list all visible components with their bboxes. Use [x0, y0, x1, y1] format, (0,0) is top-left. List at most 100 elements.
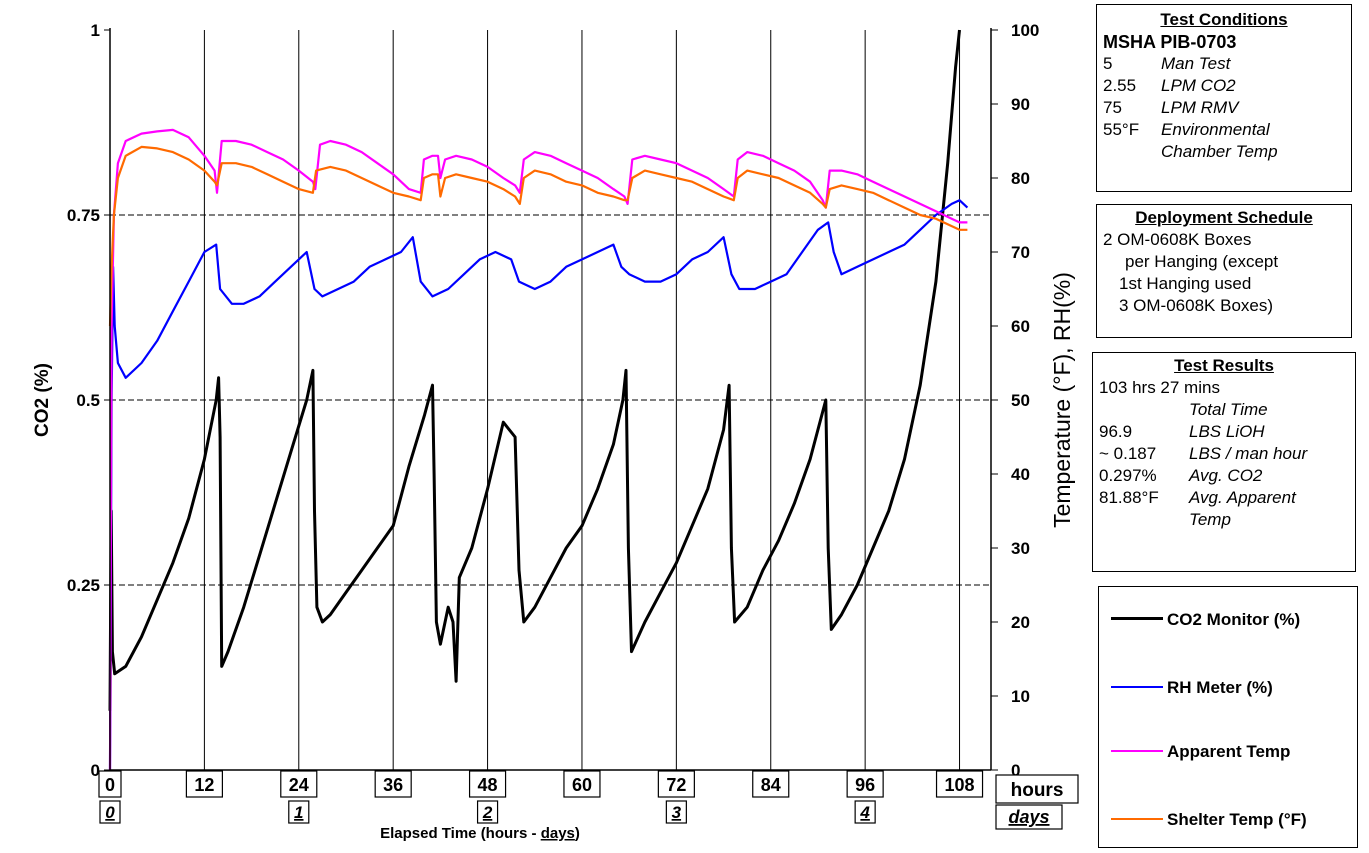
condition-label: Man Test	[1161, 54, 1231, 73]
legend-label: CO2 Monitor (%)	[1167, 610, 1301, 629]
y-right-tick-label: 0	[1011, 761, 1020, 780]
condition-value: 5	[1103, 54, 1113, 73]
deployment-line: 2 OM-0608K Boxes	[1103, 230, 1252, 249]
legend-item-rh: RH Meter (%)	[1111, 677, 1273, 699]
x-tick-label: 12	[194, 775, 214, 795]
series-line-1	[108, 29, 961, 711]
legend-swatch	[1111, 685, 1163, 688]
condition-label: Chamber Temp	[1161, 142, 1278, 161]
x-axis-title-days: days	[541, 825, 575, 842]
condition-value: 55°F	[1103, 120, 1140, 139]
x-tick-box	[752, 770, 790, 798]
condition-row: 55°F Environmental	[1103, 119, 1345, 141]
y-left-tick-label: 0.75	[67, 206, 100, 225]
result-value: 0.297%	[1099, 466, 1157, 485]
legend-item-shelter: Shelter Temp (°F)	[1111, 809, 1307, 831]
deployment-line: 3 OM-0608K Boxes)	[1119, 296, 1274, 315]
test-conditions-title: Test Conditions	[1160, 10, 1288, 29]
result-label: LBS LiOH	[1189, 422, 1265, 441]
deployment-schedule-panel: Deployment Schedule 2 OM-0608K Boxes per…	[1096, 204, 1352, 338]
y-right-tick-label: 70	[1011, 243, 1030, 262]
deployment-line: 1st Hanging used	[1119, 274, 1252, 293]
result-row: 0.297% Avg. CO2	[1099, 465, 1349, 487]
y-right-tick-label: 100	[1011, 21, 1039, 40]
condition-row: 2.55 LPM CO2	[1103, 75, 1345, 97]
condition-row: 75 LPM RMV	[1103, 97, 1345, 119]
day-tick-label: 2	[482, 803, 493, 822]
x-tick-box	[657, 770, 695, 798]
result-label: Avg. CO2	[1189, 466, 1263, 485]
x-tick-label: 108	[945, 775, 975, 795]
series-line-2	[108, 199, 969, 771]
condition-row: 5 Man Test	[1103, 53, 1345, 75]
x-tick-box	[185, 770, 223, 798]
x-tick-label: 72	[666, 775, 686, 795]
test-conditions-subtitle: MSHA PIB-0703	[1103, 32, 1237, 52]
x-tick-label: 48	[478, 775, 498, 795]
series-layer	[108, 29, 969, 771]
result-value: 96.9	[1099, 422, 1133, 441]
deployment-line: per Hanging (except	[1125, 252, 1279, 271]
grid	[109, 30, 991, 770]
x-tick-box	[98, 770, 122, 798]
legend-item-co2: CO2 Monitor (%)	[1111, 609, 1300, 631]
y-right-tick-label: 10	[1011, 687, 1030, 706]
y-right-tick-label: 30	[1011, 539, 1030, 558]
hours-unit-box	[995, 774, 1079, 804]
y-left-tick-label: 0.5	[76, 391, 100, 410]
y-right-tick-label: 20	[1011, 613, 1030, 632]
legend: CO2 Monitor (%) RH Meter (%) Apparent Te…	[1098, 586, 1358, 848]
y-left-tick-label: 0.25	[67, 576, 100, 595]
result-row: Temp	[1099, 509, 1349, 531]
x-tick-box	[468, 770, 507, 798]
day-tick-box	[288, 800, 310, 824]
y-left-tick-label: 0	[91, 761, 100, 780]
legend-swatch	[1111, 817, 1163, 820]
result-label: LBS / man hour	[1189, 444, 1308, 463]
x-tick-box	[935, 770, 984, 798]
y-right-tick-label: 50	[1011, 391, 1030, 410]
legend-swatch	[1111, 617, 1163, 621]
days-unit-box	[995, 804, 1063, 830]
day-tick-box	[665, 800, 687, 824]
x-tick-label: 84	[761, 775, 781, 795]
condition-value: 75	[1103, 98, 1122, 117]
x-axis-title-suffix: )	[575, 825, 580, 842]
result-value: 81.88°F	[1099, 488, 1159, 507]
x-tick-box	[374, 770, 412, 798]
y-axis-right-title: Temperature (°F), RH(%)	[1049, 272, 1075, 528]
legend-label: Shelter Temp (°F)	[1167, 810, 1307, 829]
result-row: 96.9 LBS LiOH	[1099, 421, 1349, 443]
hours-unit-label: hours	[1011, 780, 1064, 801]
day-tick-box	[854, 800, 876, 824]
x-axis-title: Elapsed Time (hours - days)	[380, 825, 580, 842]
x-tick-label: 96	[855, 775, 875, 795]
x-tick-box	[846, 770, 884, 798]
result-label: Avg. Apparent	[1189, 488, 1296, 507]
axes	[104, 28, 998, 771]
legend-label: Apparent Temp	[1167, 742, 1291, 761]
condition-value: 2.55	[1103, 76, 1137, 95]
result-row: 81.88°F Avg. Apparent	[1099, 487, 1349, 509]
result-value: ~ 0.187	[1099, 444, 1157, 463]
series-line-3	[108, 128, 968, 771]
day-tick-box	[99, 800, 121, 824]
x-tick-label: 36	[383, 775, 403, 795]
legend-item-apparent: Apparent Temp	[1111, 741, 1290, 763]
legend-label: RH Meter (%)	[1167, 678, 1273, 697]
day-tick-label: 4	[859, 803, 870, 822]
day-tick-label: 0	[105, 803, 115, 822]
day-tick-box	[476, 800, 499, 824]
day-tick-label: 3	[672, 803, 682, 822]
deployment-schedule-title: Deployment Schedule	[1135, 208, 1313, 227]
x-tick-box	[280, 770, 318, 798]
day-tick-label: 1	[294, 803, 303, 822]
test-results-title: Test Results	[1174, 356, 1274, 375]
x-tick-label: 0	[105, 775, 115, 795]
x-tick-label: 24	[289, 775, 309, 795]
y-right-tick-label: 40	[1011, 465, 1030, 484]
condition-label: Environmental	[1161, 120, 1270, 139]
x-axis-title-prefix: Elapsed Time (hours -	[380, 825, 541, 842]
